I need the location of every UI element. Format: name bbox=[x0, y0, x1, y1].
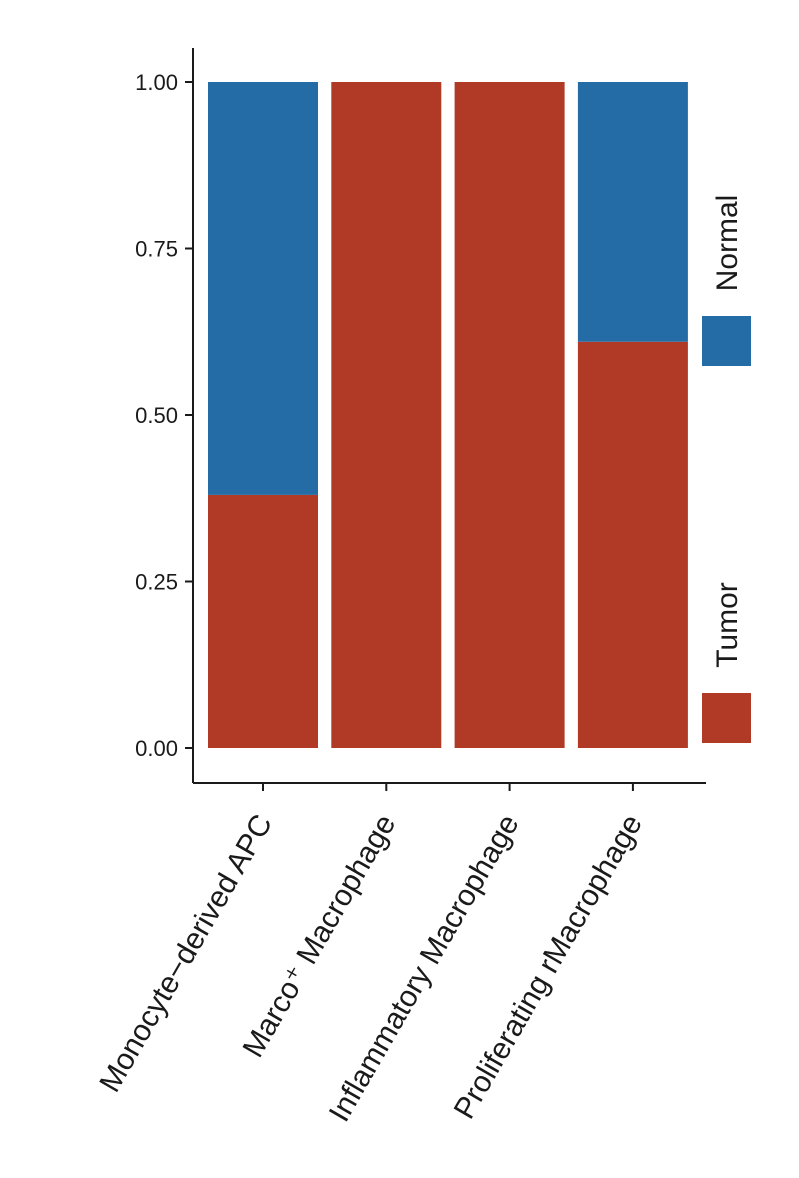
y-tick-layer: 0.00 0.25 0.50 0.75 1.00 bbox=[135, 70, 193, 761]
y-tick-label-4: 1.00 bbox=[135, 70, 178, 95]
y-tick-label-3: 0.75 bbox=[135, 237, 178, 262]
bar-tumor-0 bbox=[208, 494, 318, 748]
legend-label-normal: Normal bbox=[711, 195, 744, 292]
y-tick-label-1: 0.25 bbox=[135, 570, 178, 595]
legend-key-normal bbox=[702, 316, 751, 366]
legend: Normal Tumor bbox=[702, 195, 751, 743]
bar-tumor-3 bbox=[577, 341, 688, 748]
bars-layer bbox=[208, 82, 688, 748]
bar-normal-0 bbox=[208, 82, 318, 495]
bar-tumor-2 bbox=[454, 82, 565, 748]
y-tick-label-2: 0.50 bbox=[135, 403, 178, 428]
y-tick-label-0: 0.00 bbox=[135, 736, 178, 761]
legend-key-tumor bbox=[702, 693, 751, 743]
bar-normal-3 bbox=[577, 82, 688, 342]
bar-tumor-1 bbox=[331, 82, 442, 748]
legend-label-tumor: Tumor bbox=[711, 582, 744, 668]
